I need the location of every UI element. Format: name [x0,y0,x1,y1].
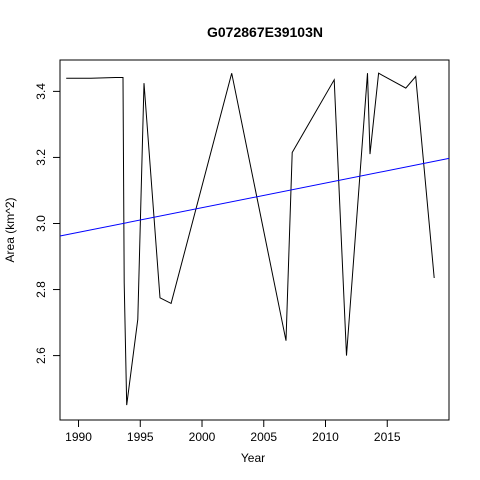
x-tick-label: 2005 [250,430,277,444]
area-series-line [66,72,435,406]
y-axis-label: Area (km^2) [3,198,17,263]
x-tick-label: 2015 [374,430,401,444]
x-axis: 1990 1995 2000 2005 2010 2015 [65,419,401,444]
y-tick-label: 3.2 [34,149,48,166]
plot-frame [59,59,450,421]
x-tick-label: 1990 [65,430,92,444]
chart-title: G072867E39103N [207,24,323,40]
x-axis-label: Year [241,451,265,465]
y-tick-label: 2.6 [34,347,48,364]
y-tick-label: 2.8 [34,281,48,298]
y-tick-label: 3.0 [34,215,48,232]
trend-line [59,157,450,237]
x-tick-label: 2010 [312,430,339,444]
x-tick-label: 1995 [127,430,154,444]
y-axis: 2.6 2.8 3.0 3.2 3.4 [34,83,61,364]
series-layer [59,72,450,406]
y-tick-label: 3.4 [34,83,48,100]
x-tick-label: 2000 [189,430,216,444]
